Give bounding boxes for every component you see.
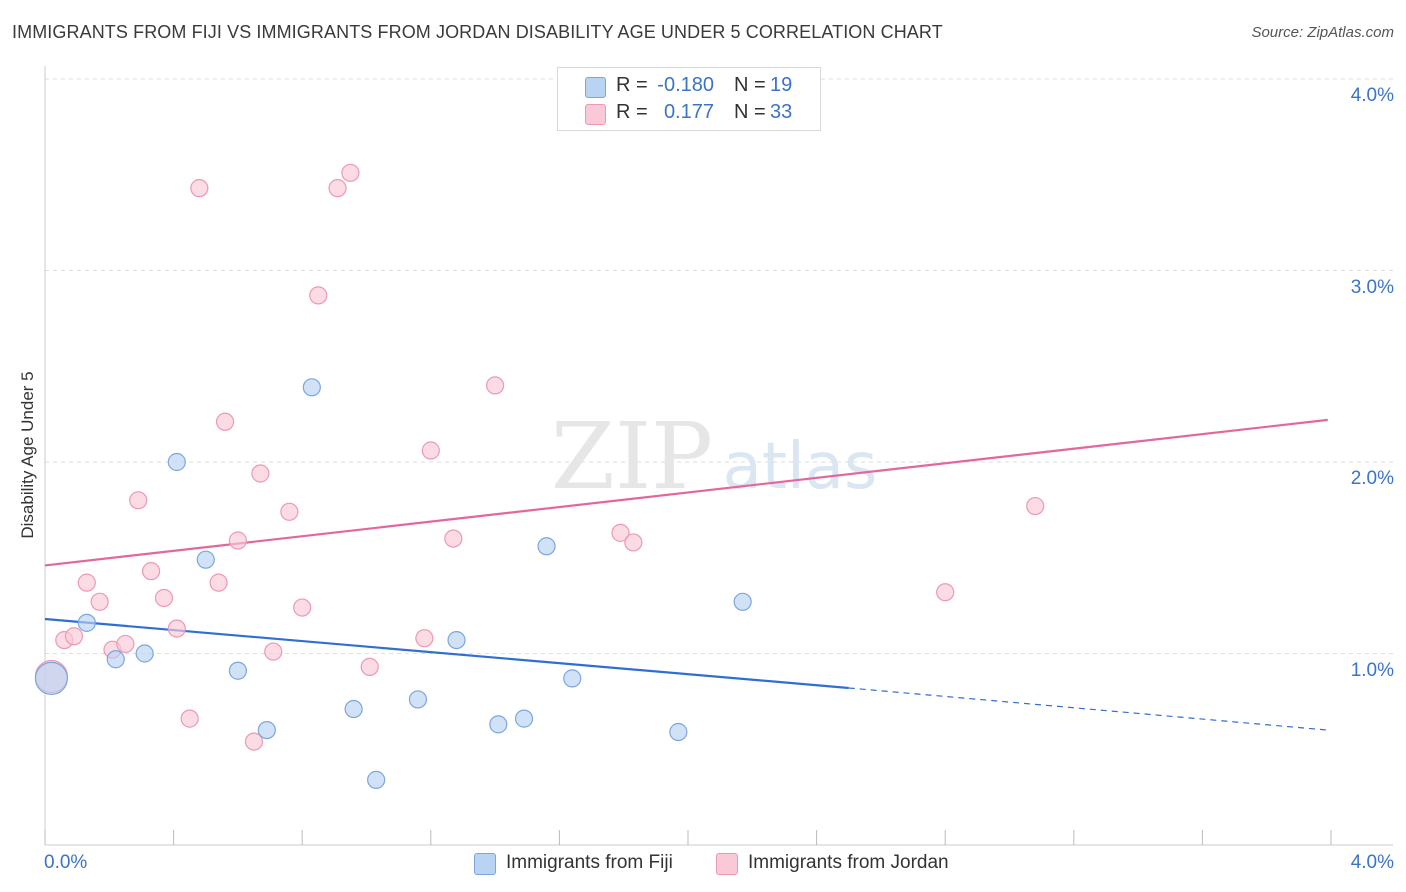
data-points [34,163,1045,789]
chart-title: IMMIGRANTS FROM FIJI VS IMMIGRANTS FROM … [12,22,943,42]
watermark-zip: ZIP [551,403,713,510]
jordan-point-2 [64,627,84,646]
jordan-point-23 [341,163,360,182]
jordan-point-22 [328,179,347,198]
jordan-n-value: 33 [770,101,793,123]
jordan-point-12 [190,179,209,198]
jordan-point-24 [360,657,379,677]
fiji-point-5 [196,550,215,569]
jordan-point-32 [1026,496,1045,516]
y-tick-label-0: 1.0% [1350,659,1394,681]
jordan-point-29 [611,523,630,542]
jordan-point-11 [180,709,199,728]
jordan-point-20 [293,598,312,617]
fiji-point-0 [34,661,69,695]
y-tick-label-3: 4.0% [1350,85,1394,106]
fiji-point-18 [733,592,752,611]
jordan-point-7 [129,491,148,510]
n-label: N = [734,74,766,96]
fiji-point-1 [77,613,96,632]
jordan-point-17 [251,464,270,483]
fiji-point-4 [167,452,186,472]
jordan-point-4 [90,592,109,611]
jordan-point-15 [228,531,247,550]
gridlines [45,78,1393,654]
fiji-r-value: -0.180 [657,74,714,96]
fiji-legend-label: Immigrants from Fiji [506,852,673,873]
jordan-point-27 [444,529,463,548]
jordan-point-30 [624,533,643,552]
axes [44,66,1393,846]
fiji-legend-swatch [474,853,496,875]
jordan-swatch [585,104,606,125]
y-axis-label: Disability Age Under 5 [18,371,37,539]
jordan-point-6 [116,634,135,654]
jordan-legend-swatch [716,853,738,875]
r-label: R = [616,74,648,96]
jordan-point-8 [141,562,161,581]
y-tick-label-1: 2.0% [1350,468,1394,489]
fiji-point-6 [228,661,247,680]
fiji-trend-extension [848,687,1328,731]
fiji-point-17 [669,722,688,742]
jordan-point-18 [264,642,283,661]
x-tick-label-max: 4.0% [1350,852,1394,873]
jordan-point-28 [486,376,505,395]
n-label: N = [734,101,766,123]
jordan-trend-line [44,418,1328,567]
source-label: Source: ZipAtlas.com [1251,24,1394,41]
fiji-point-10 [367,770,386,789]
fiji-point-15 [537,537,556,556]
watermark: ZIP atlas [551,403,877,510]
x-tick-label-min: 0.0% [44,852,88,873]
y-tick-label-2: 3.0% [1350,276,1394,298]
jordan-point-16 [244,732,264,751]
fiji-point-14 [514,709,534,728]
jordan-point-14 [215,412,235,431]
fiji-point-3 [135,644,154,663]
fiji-n-value: 19 [770,74,793,96]
r-label: R = [616,101,648,123]
fiji-point-9 [344,699,363,719]
fiji-point-13 [489,715,508,734]
jordan-legend-label: Immigrants from Jordan [748,852,949,873]
jordan-point-31 [936,583,955,602]
watermark-atlas: atlas [723,430,878,504]
correlation-legend: R = -0.180 N = 19 R = 0.177 N = 33 [557,67,821,131]
jordan-point-13 [209,573,228,592]
jordan-r-value: 0.177 [663,101,714,123]
jordan-point-25 [415,629,434,648]
jordan-point-19 [280,502,299,521]
fiji-point-7 [257,720,276,740]
jordan-point-21 [309,286,328,305]
jordan-point-10 [167,619,186,638]
jordan-point-9 [154,588,174,608]
fiji-point-12 [447,630,466,650]
jordan-point-26 [421,441,440,460]
fiji-point-2 [106,650,125,669]
fiji-point-8 [302,378,321,397]
fiji-point-16 [563,669,582,688]
fiji-swatch [585,77,606,98]
jordan-point-3 [77,573,96,592]
fiji-point-11 [408,690,428,709]
